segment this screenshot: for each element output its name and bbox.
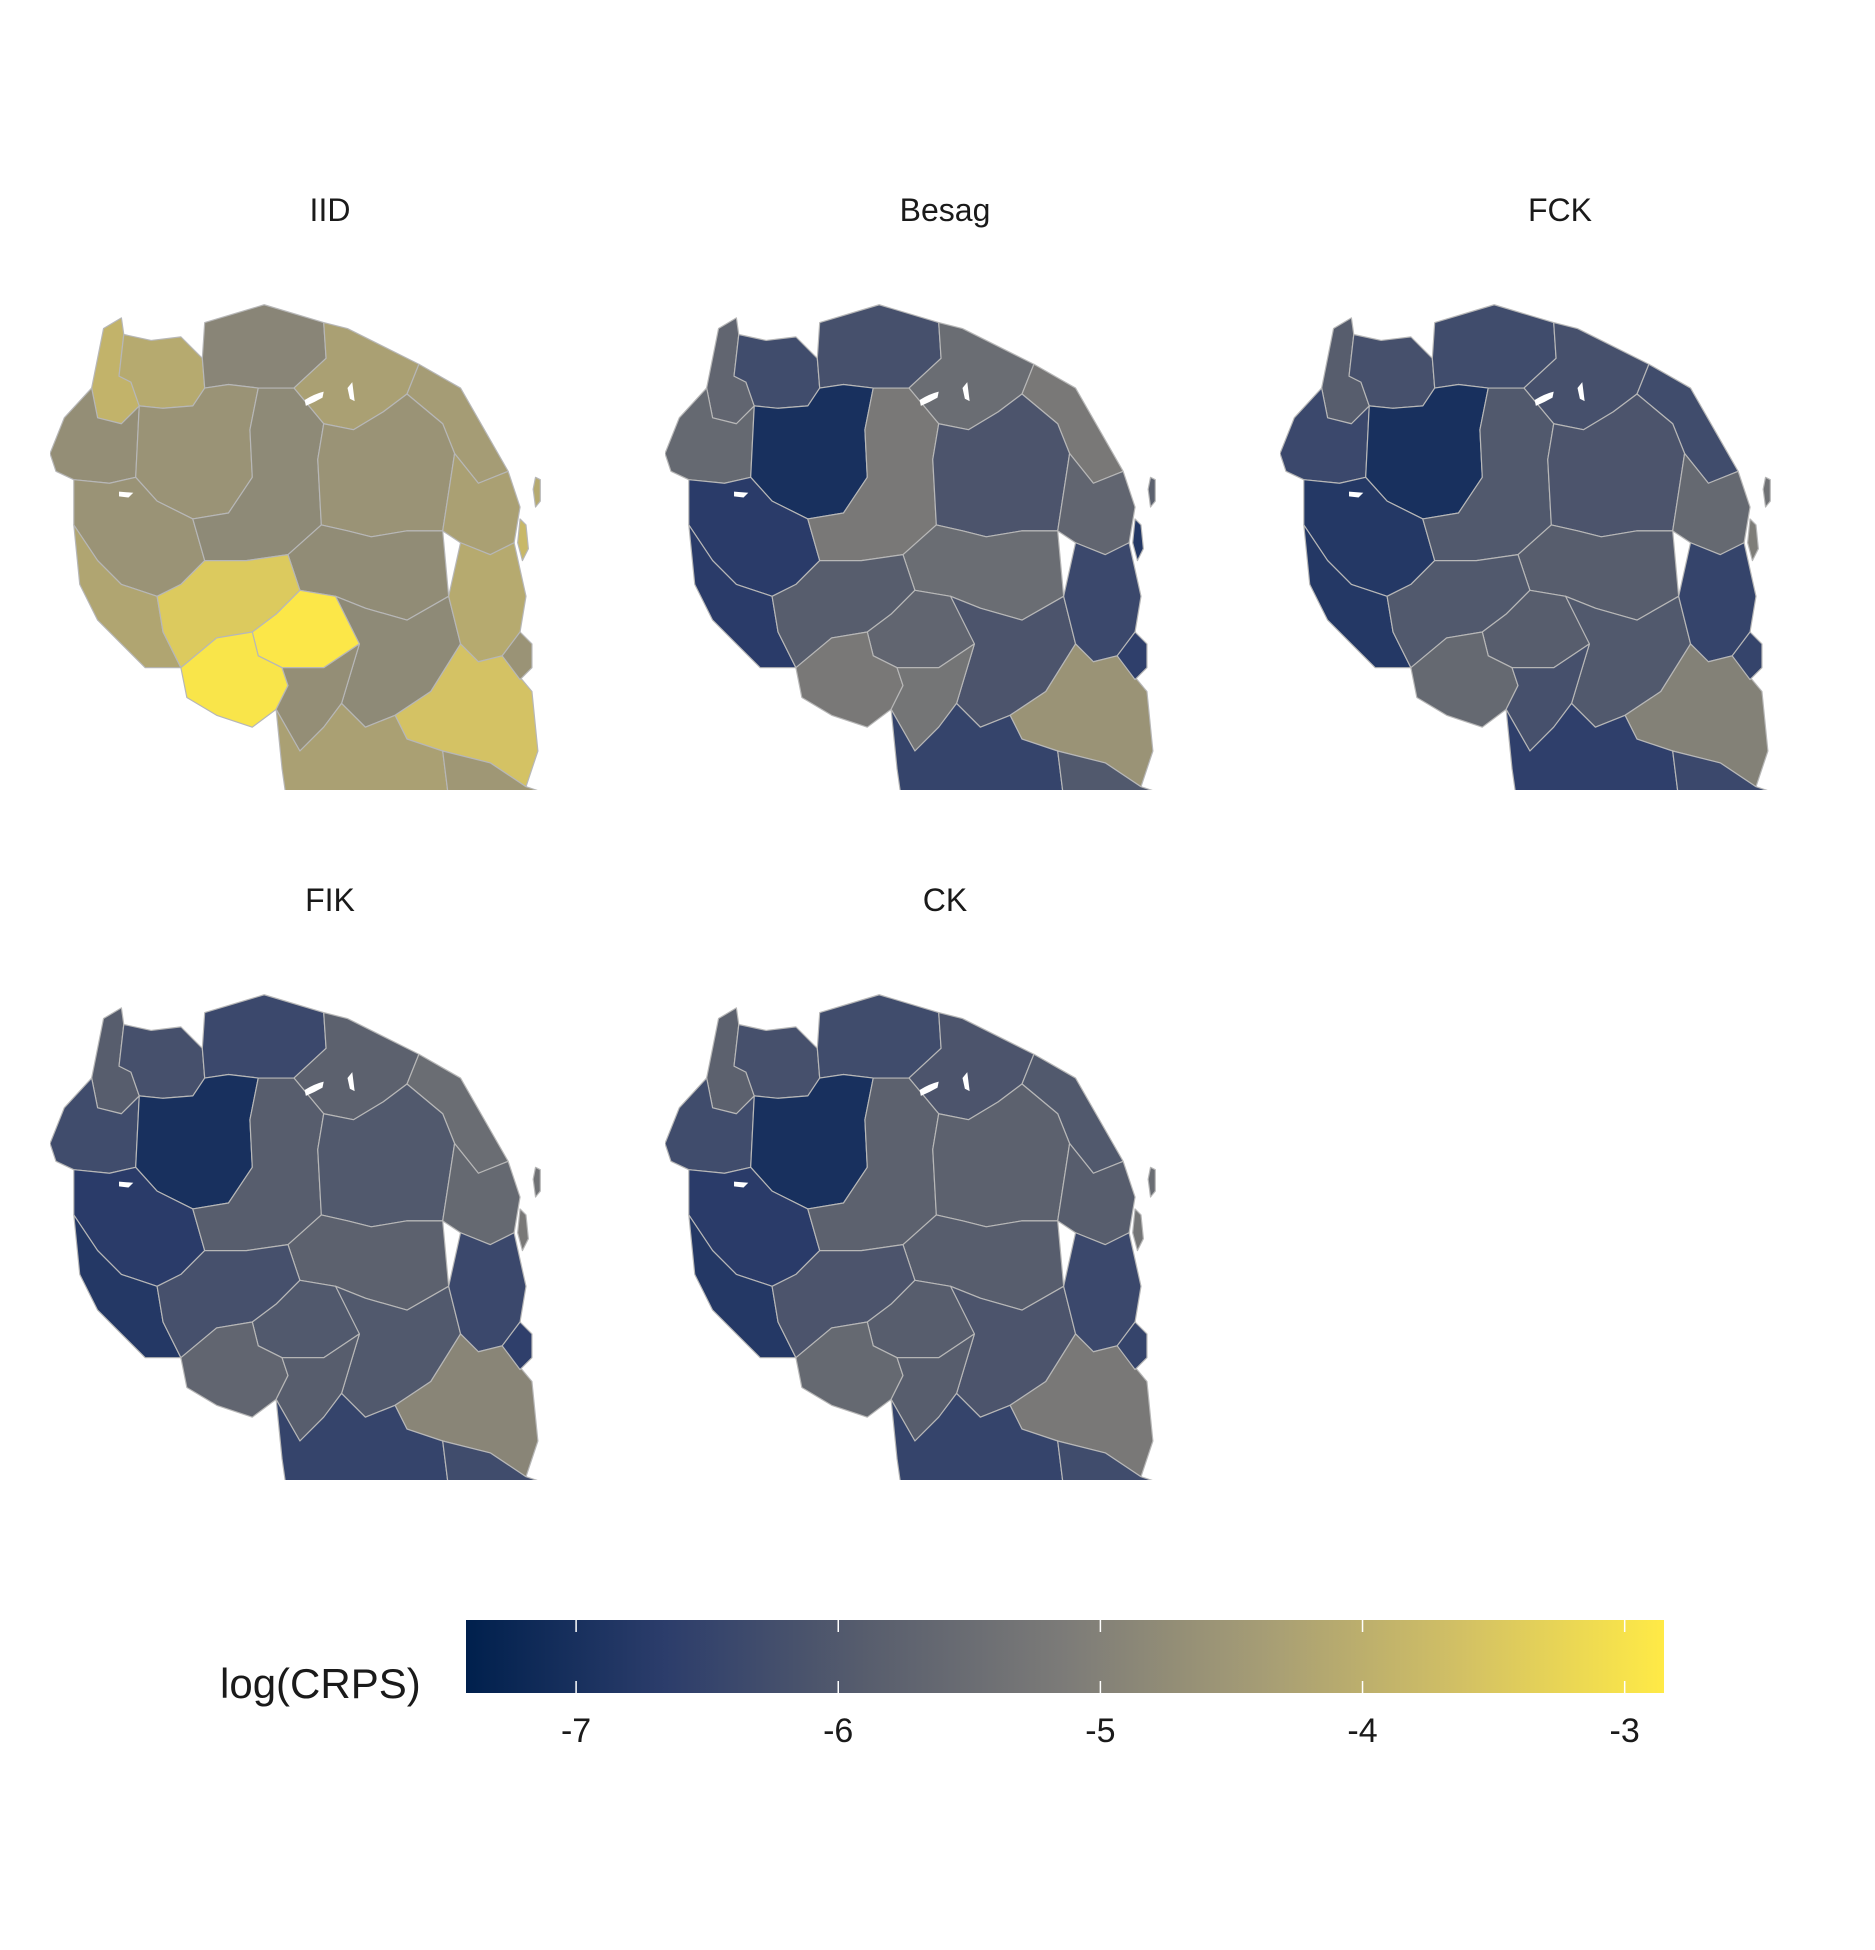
lake-1	[304, 391, 324, 406]
lake-0	[770, 1381, 814, 1421]
map-panel-besag: Besag	[665, 190, 1225, 790]
panel-title: IID	[309, 192, 351, 228]
map-panel-fck: FCK	[1280, 190, 1840, 790]
region-dar-es-salaam	[1116, 1321, 1148, 1371]
lake-1	[919, 391, 939, 406]
region-mtwara	[442, 1440, 538, 1480]
lake-2	[1577, 382, 1585, 402]
region-pemba	[532, 1166, 541, 1198]
region-mtwara	[1057, 1440, 1153, 1480]
region-mtwara	[442, 750, 538, 790]
region-mtwara	[1672, 750, 1768, 790]
colorbar-tick-label: -7	[560, 1712, 592, 1750]
region-pemba	[1762, 476, 1771, 508]
legend-title: log(CRPS)	[220, 1660, 421, 1707]
region-zanzibar	[1132, 518, 1144, 562]
region-zanzibar	[517, 518, 529, 562]
panel-title: FIK	[305, 882, 355, 918]
lake-2	[347, 382, 355, 402]
lake-3	[734, 491, 749, 498]
colorbar-tick-label: -3	[1609, 1712, 1640, 1750]
lake-1	[1534, 391, 1554, 406]
region-dar-es-salaam	[1116, 631, 1148, 681]
map-panel-fik: FIK	[50, 880, 610, 1480]
lake-2	[347, 1072, 355, 1092]
region-dar-es-salaam	[501, 1321, 533, 1371]
colorbar-tick-label: -5	[1085, 1712, 1116, 1750]
region-dar-es-salaam	[1731, 631, 1763, 681]
region-dar-es-salaam	[501, 631, 533, 681]
colorbar	[466, 1620, 1664, 1693]
color-legend: log(CRPS) -7 -6 -5 -4 -3	[0, 1600, 1875, 1750]
tanzania-map	[50, 994, 541, 1480]
lake-0	[1385, 691, 1429, 731]
region-zanzibar	[517, 1208, 529, 1252]
region-mtwara	[1057, 750, 1153, 790]
region-pemba	[1147, 476, 1156, 508]
tanzania-map	[665, 304, 1156, 790]
lake-0	[155, 691, 199, 731]
tanzania-map	[50, 304, 541, 790]
lake-2	[962, 382, 970, 402]
tanzania-map	[665, 994, 1156, 1480]
region-pemba	[1147, 1166, 1156, 1198]
colorbar-tick-label: -6	[823, 1712, 854, 1750]
lake-1	[919, 1081, 939, 1096]
panel-title: CK	[922, 882, 968, 918]
lake-3	[119, 1181, 134, 1188]
region-pemba	[532, 476, 541, 508]
map-panel-ck: CK	[665, 880, 1225, 1480]
colorbar-gradient	[466, 1620, 1664, 1693]
lake-1	[304, 1081, 324, 1096]
panel-title: Besag	[899, 192, 991, 228]
map-panel-iid: IID	[50, 190, 610, 790]
lake-3	[1349, 491, 1364, 498]
colorbar-tick-label: -4	[1347, 1712, 1378, 1750]
tanzania-map	[1280, 304, 1771, 790]
panel-title: FCK	[1528, 192, 1592, 228]
lake-3	[119, 491, 134, 498]
lake-2	[962, 1072, 970, 1092]
lake-3	[734, 1181, 749, 1188]
region-zanzibar	[1132, 1208, 1144, 1252]
lake-0	[770, 691, 814, 731]
region-zanzibar	[1747, 518, 1759, 562]
lake-0	[155, 1381, 199, 1421]
